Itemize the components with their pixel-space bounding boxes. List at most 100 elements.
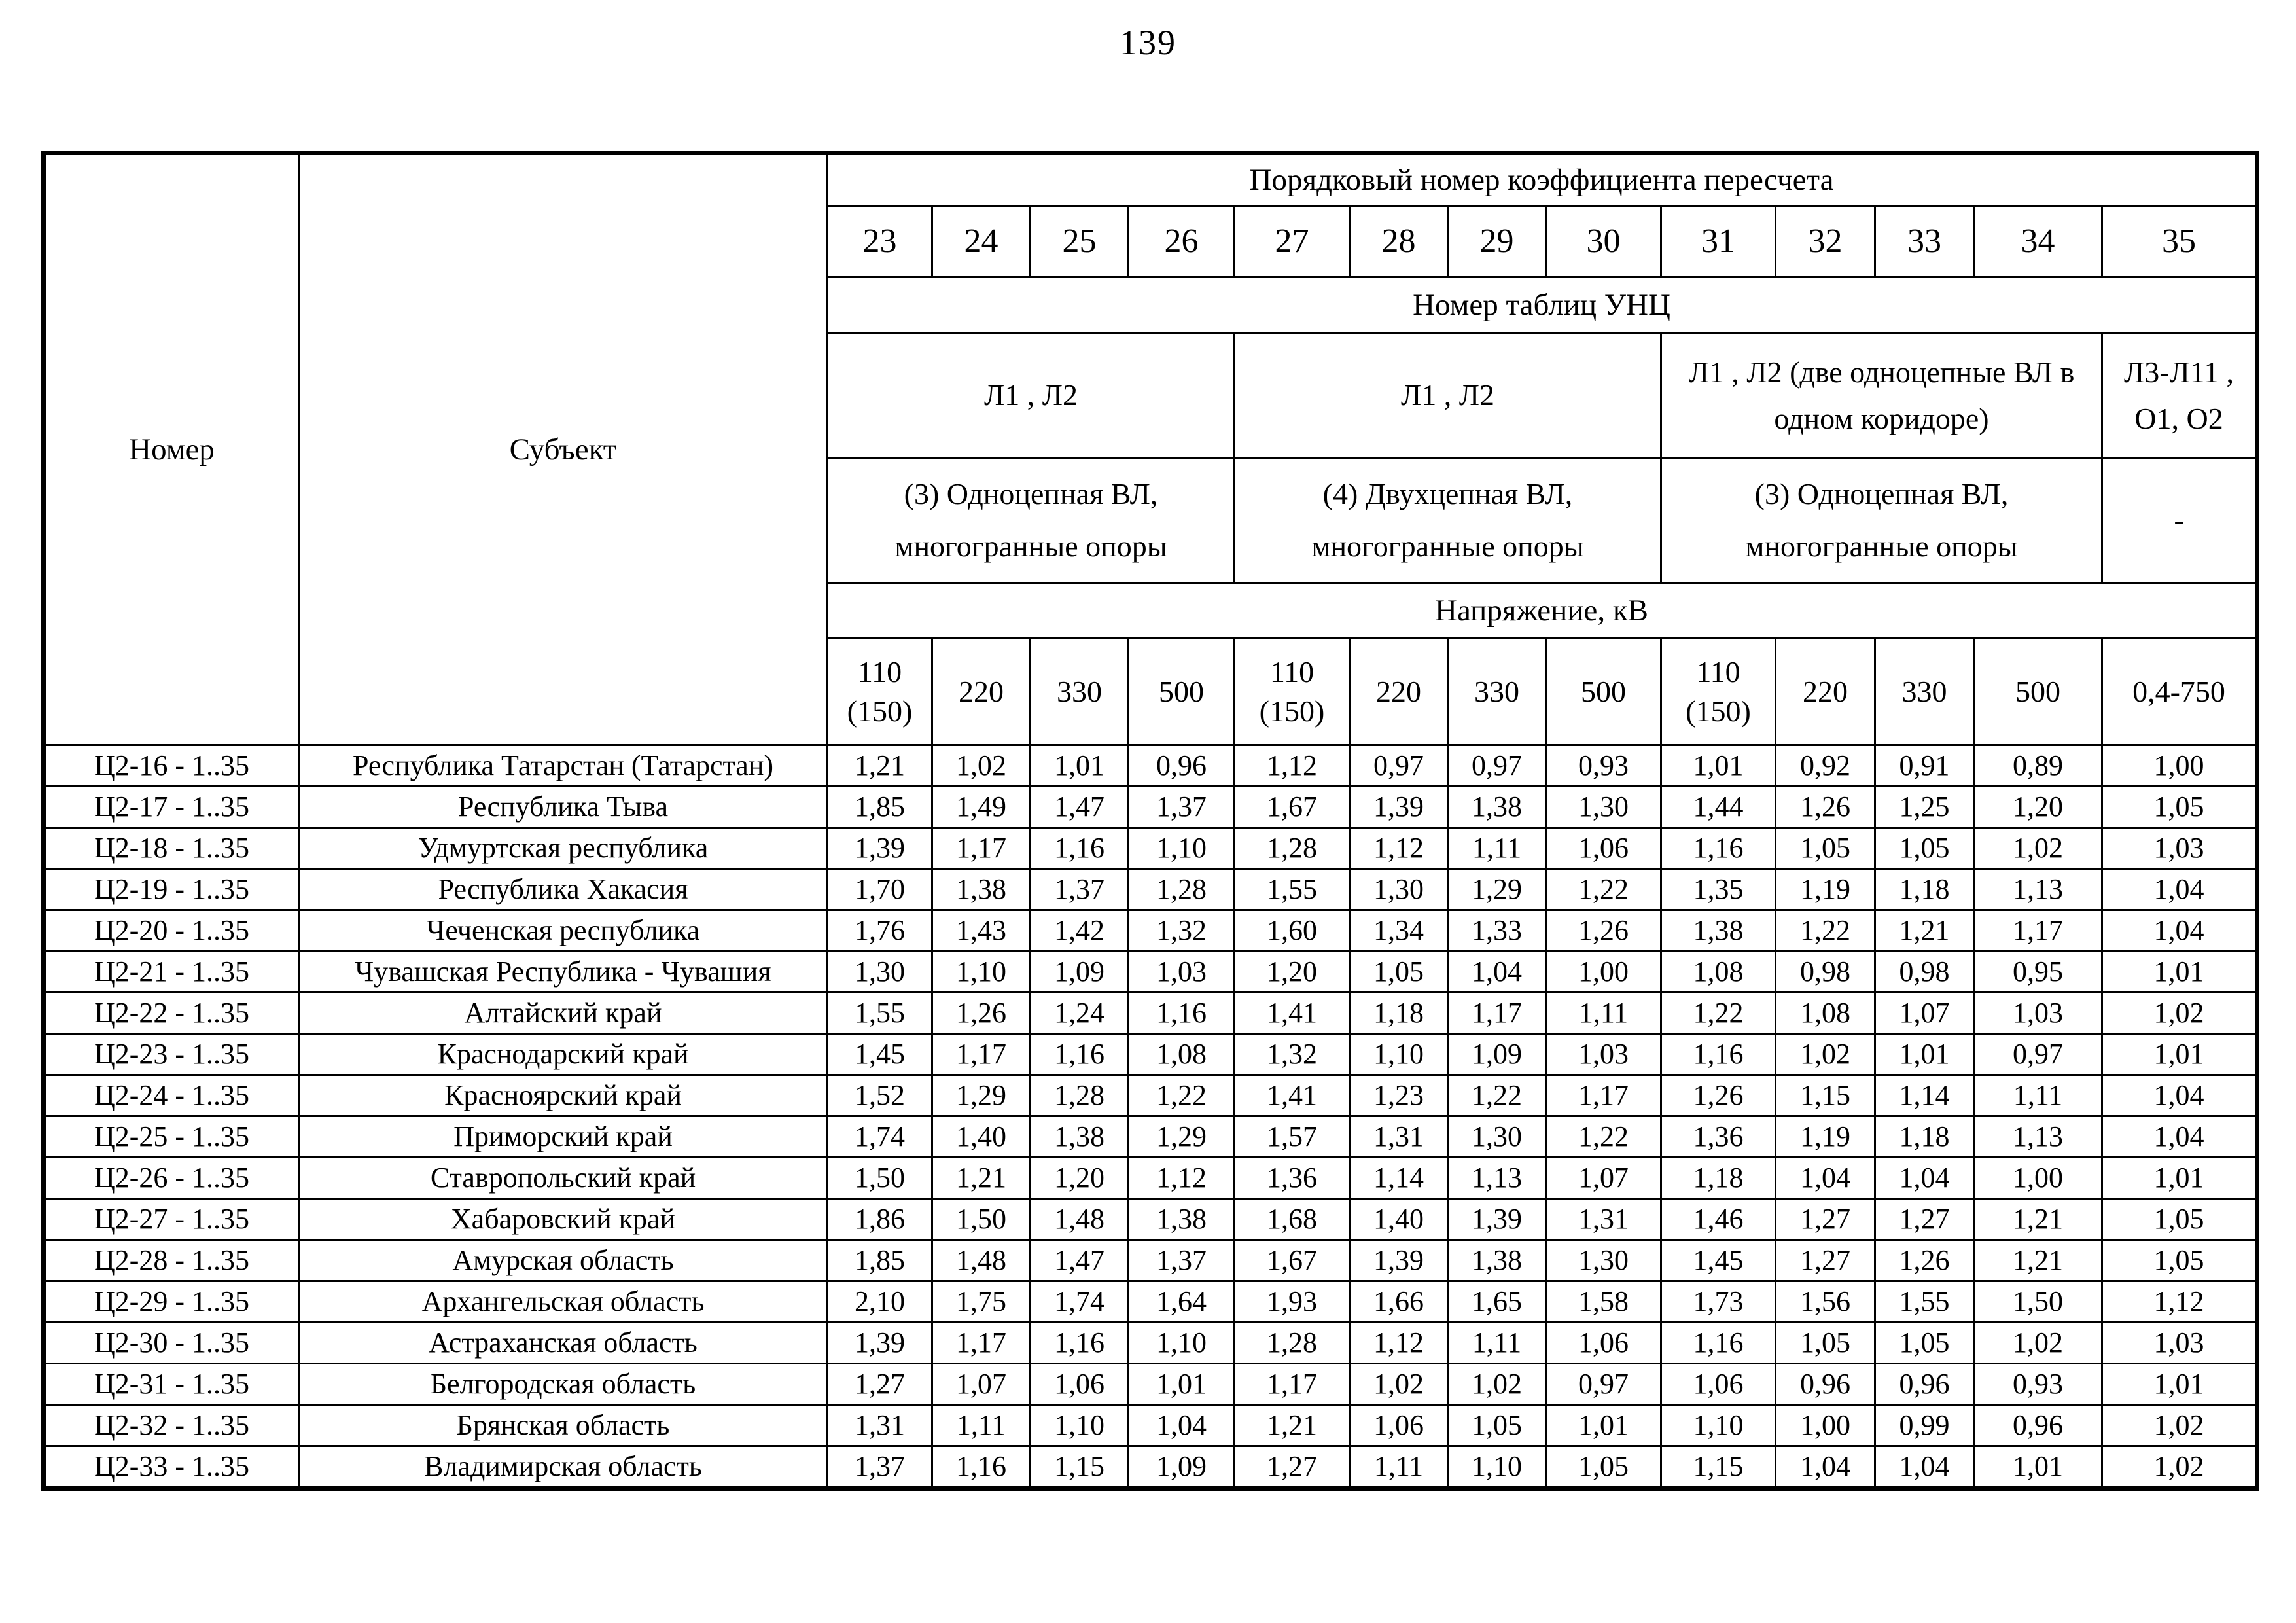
table-row: Ц2-24 - 1..35 Красноярский край 1,52 1,2… (43, 1074, 2259, 1117)
value-cell: 1,70 (826, 868, 933, 911)
value-cell: 1,05 (2100, 1198, 2259, 1241)
value-cell: 1,39 (826, 1321, 933, 1364)
subject-cell: Приморский край (298, 1115, 828, 1158)
header-title-row: Номер Субъект Порядковый номер коэффицие… (43, 152, 2259, 746)
value-cell: 1,04 (1775, 1156, 1876, 1200)
row-number-cell: Ц2-20 - 1..35 (43, 909, 300, 952)
value-cell: 1,30 (1447, 1115, 1547, 1158)
value-cell: 1,68 (1233, 1198, 1351, 1241)
value-cell: 1,11 (931, 1404, 1031, 1447)
value-cell: 1,01 (1545, 1404, 1662, 1447)
value-cell: 1,67 (1233, 785, 1351, 829)
value-cell: 1,21 (1874, 909, 1975, 952)
voltage-cell: 330 (1029, 637, 1129, 746)
value-cell: 1,32 (1233, 1033, 1351, 1076)
row-number-cell: Ц2-25 - 1..35 (43, 1115, 300, 1158)
value-cell: 1,26 (1545, 909, 1662, 952)
value-cell: 0,93 (1545, 744, 1662, 787)
value-cell: 1,18 (1349, 991, 1449, 1035)
table-row: Ц2-17 - 1..35 Республика Тыва 1,85 1,49 … (43, 785, 2259, 829)
value-cell: 1,00 (1973, 1156, 2103, 1200)
row-number-cell: Ц2-22 - 1..35 (43, 991, 300, 1035)
value-cell: 1,10 (1127, 827, 1235, 870)
value-cell: 1,05 (1447, 1404, 1547, 1447)
value-cell: 1,49 (931, 785, 1031, 829)
value-cell: 1,16 (1029, 1321, 1129, 1364)
value-cell: 1,20 (1233, 950, 1351, 993)
value-cell: 1,18 (1660, 1156, 1776, 1200)
value-cell: 1,15 (1660, 1445, 1776, 1489)
row-number-cell: Ц2-24 - 1..35 (43, 1074, 300, 1117)
coefficient-table: Номер Субъект Порядковый номер коэффицие… (41, 151, 2260, 1491)
value-cell: 1,29 (1447, 868, 1547, 911)
coef-number-cell: 32 (1775, 205, 1876, 278)
value-cell: 1,01 (1660, 744, 1776, 787)
table-row: Ц2-18 - 1..35 Удмуртская республика 1,39… (43, 827, 2259, 870)
voltages-row: 110 (150) 220 330 500 110 (150) 220 330 … (44, 637, 2259, 746)
value-cell: 1,66 (1349, 1280, 1449, 1323)
group-type-cell: (4) Двухцепная ВЛ, многогранные опоры (1233, 457, 1662, 584)
row-number-cell: Ц2-19 - 1..35 (43, 868, 300, 911)
value-cell: 1,27 (826, 1363, 933, 1406)
value-cell: 1,44 (1660, 785, 1776, 829)
value-cell: 0,96 (1775, 1363, 1876, 1406)
subject-cell: Республика Татарстан (Татарстан) (298, 744, 828, 787)
value-cell: 0,92 (1775, 744, 1876, 787)
value-cell: 1,02 (1973, 1321, 2103, 1364)
value-cell: 1,02 (2100, 991, 2259, 1035)
value-cell: 1,03 (2100, 1321, 2259, 1364)
unc-title-row: Номер таблиц УНЦ (44, 276, 2259, 334)
value-cell: 1,04 (1874, 1445, 1975, 1489)
value-cell: 1,04 (1127, 1404, 1235, 1447)
value-cell: 1,31 (826, 1404, 933, 1447)
table-row: Ц2-19 - 1..35 Республика Хакасия 1,70 1,… (43, 868, 2259, 911)
value-cell: 1,05 (1545, 1445, 1662, 1489)
row-number-cell: Ц2-16 - 1..35 (43, 744, 300, 787)
value-cell: 1,28 (1233, 827, 1351, 870)
value-cell: 1,43 (931, 909, 1031, 952)
table-row: Ц2-26 - 1..35 Ставропольский край 1,50 1… (43, 1156, 2259, 1200)
row-number-cell: Ц2-21 - 1..35 (43, 950, 300, 993)
value-cell: 1,06 (1545, 1321, 1662, 1364)
group-types-row: (3) Одноцепная ВЛ, многогранные опоры (4… (44, 457, 2259, 584)
value-cell: 1,08 (1660, 950, 1776, 993)
value-cell: 1,10 (1660, 1404, 1776, 1447)
value-cell: 1,00 (1545, 950, 1662, 993)
value-cell: 1,22 (1447, 1074, 1547, 1117)
row-number-cell: Ц2-23 - 1..35 (43, 1033, 300, 1076)
value-cell: 1,38 (931, 868, 1031, 911)
value-cell: 1,16 (1029, 827, 1129, 870)
value-cell: 1,10 (931, 950, 1031, 993)
value-cell: 1,27 (1775, 1198, 1876, 1241)
voltage-cell: 500 (1127, 637, 1235, 746)
value-cell: 0,97 (1349, 744, 1449, 787)
value-cell: 1,33 (1447, 909, 1547, 952)
value-cell: 1,01 (1127, 1363, 1235, 1406)
value-cell: 2,10 (826, 1280, 933, 1323)
subject-cell: Астраханская область (298, 1321, 828, 1364)
value-cell: 1,74 (1029, 1280, 1129, 1323)
value-cell: 1,12 (1349, 1321, 1449, 1364)
subject-cell: Удмуртская республика (298, 827, 828, 870)
subject-cell: Брянская область (298, 1404, 828, 1447)
value-cell: 1,13 (1447, 1156, 1547, 1200)
value-cell: 1,02 (1447, 1363, 1547, 1406)
page-number: 139 (1120, 23, 1176, 62)
group-label-cell: Л1 , Л2 (две одноцепные ВЛ в одном корид… (1660, 332, 2103, 459)
value-cell: 1,05 (1874, 1321, 1975, 1364)
value-cell: 1,57 (1233, 1115, 1351, 1158)
voltage-cell: 500 (1545, 637, 1662, 746)
row-number-cell: Ц2-29 - 1..35 (43, 1280, 300, 1323)
value-cell: 1,15 (1775, 1074, 1876, 1117)
value-cell: 1,30 (1545, 1239, 1662, 1282)
value-cell: 1,16 (1660, 1321, 1776, 1364)
value-cell: 1,26 (1775, 785, 1876, 829)
value-cell: 1,20 (1973, 785, 2103, 829)
value-cell: 0,97 (1545, 1363, 1662, 1406)
value-cell: 1,50 (1973, 1280, 2103, 1323)
table-row: Ц2-31 - 1..35 Белгородская область 1,27 … (43, 1363, 2259, 1406)
subject-cell: Республика Тыва (298, 785, 828, 829)
value-cell: 1,17 (931, 1321, 1031, 1364)
value-cell: 1,15 (1029, 1445, 1129, 1489)
